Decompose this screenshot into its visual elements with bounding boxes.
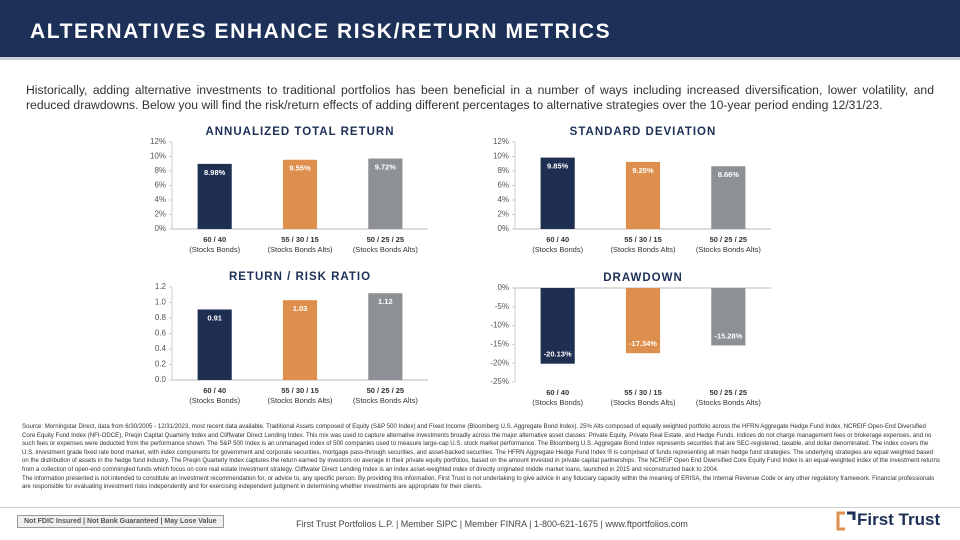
y-tick-label: 0.0 <box>155 375 167 384</box>
bar <box>540 288 575 364</box>
bar <box>368 293 403 380</box>
bar <box>540 157 575 229</box>
value-label: 9.72% <box>375 163 397 172</box>
x-tick-label: (Stocks Bonds Alts) <box>353 245 419 254</box>
x-tick-label: 50 / 25 / 25 <box>367 386 405 395</box>
logo-text: First Trust <box>857 510 941 529</box>
y-tick-label: 10% <box>150 152 166 161</box>
footer-text: First Trust Portfolios L.P. | Member SIP… <box>296 519 688 529</box>
bar <box>625 288 661 354</box>
y-tick-label: 0% <box>154 224 166 233</box>
disclaimer: The information presented is not intende… <box>22 474 935 491</box>
y-tick-label: -20% <box>490 358 509 367</box>
header-bar: ALTERNATIVES ENHANCE RISK/RETURN METRICS <box>0 0 960 60</box>
x-tick-label: 50 / 25 / 25 <box>710 235 748 244</box>
bar <box>711 288 746 346</box>
y-tick-label: 0.4 <box>155 344 167 353</box>
x-tick-label: 50 / 25 / 25 <box>710 388 748 397</box>
fdic-badge: Not FDIC Insured | Not Bank Guaranteed |… <box>17 515 224 528</box>
source-note: Source: Morningstar Direct, data from 6/… <box>22 423 940 473</box>
x-tick-label: (Stocks Bonds) <box>532 245 583 254</box>
value-label: -20.13% <box>544 350 572 359</box>
chart-title: RETURN / RISK RATIO <box>229 271 371 283</box>
x-tick-label: 60 / 40 <box>203 235 226 244</box>
value-label: 1.03 <box>293 304 308 313</box>
y-tick-label: 2% <box>154 210 166 219</box>
value-label: 0.91 <box>207 313 222 322</box>
y-tick-label: 4% <box>154 195 166 204</box>
y-tick-label: 1.0 <box>155 298 167 307</box>
y-tick-label: 0% <box>497 283 509 292</box>
y-tick-label: 1.2 <box>155 282 167 291</box>
value-label: 9.55% <box>289 164 311 173</box>
x-tick-label: (Stocks Bonds Alts) <box>610 398 676 407</box>
bar <box>711 166 746 229</box>
y-tick-label: -5% <box>495 302 509 311</box>
bar <box>282 159 318 229</box>
value-label: -15.28% <box>714 331 742 340</box>
logo-icon <box>836 511 856 531</box>
chart-title: STANDARD DEVIATION <box>570 126 717 138</box>
x-tick-label: 60 / 40 <box>203 386 226 395</box>
y-tick-label: 0.2 <box>155 360 167 369</box>
y-tick-label: 0% <box>497 224 509 233</box>
y-tick-label: 4% <box>497 195 509 204</box>
y-tick-label: 12% <box>150 137 166 146</box>
value-label: 9.25% <box>632 166 654 175</box>
x-tick-label: (Stocks Bonds) <box>189 396 240 405</box>
x-tick-label: 55 / 30 / 15 <box>624 388 662 397</box>
header-title: ALTERNATIVES ENHANCE RISK/RETURN METRICS <box>30 20 612 43</box>
x-tick-label: (Stocks Bonds) <box>532 398 583 407</box>
x-tick-label: 60 / 40 <box>546 235 569 244</box>
value-label: 8.98% <box>204 168 226 177</box>
value-label: 9.85% <box>547 162 569 171</box>
y-tick-label: 6% <box>154 181 166 190</box>
x-tick-label: 55 / 30 / 15 <box>281 386 319 395</box>
y-tick-label: 8% <box>154 166 166 175</box>
x-tick-label: (Stocks Bonds) <box>189 245 240 254</box>
footnotes: Source: Morningstar Direct, data from 6/… <box>22 423 940 492</box>
y-tick-label: 6% <box>497 181 509 190</box>
bar <box>282 300 318 380</box>
x-tick-label: (Stocks Bonds Alts) <box>267 245 333 254</box>
x-tick-label: 50 / 25 / 25 <box>367 235 405 244</box>
x-tick-label: 55 / 30 / 15 <box>624 235 662 244</box>
y-tick-label: 8% <box>497 166 509 175</box>
x-tick-label: (Stocks Bonds Alts) <box>696 245 762 254</box>
y-tick-label: 0.6 <box>155 329 167 338</box>
y-tick-label: 0.8 <box>155 313 167 322</box>
x-tick-label: 60 / 40 <box>546 388 569 397</box>
chart-title: DRAWDOWN <box>603 272 683 284</box>
footer-rule <box>0 507 960 508</box>
bar <box>625 161 661 229</box>
y-tick-label: 2% <box>497 210 509 219</box>
x-tick-label: (Stocks Bonds Alts) <box>353 396 419 405</box>
x-tick-label: 55 / 30 / 15 <box>281 235 319 244</box>
chart-title: ANNUALIZED TOTAL RETURN <box>205 126 394 138</box>
x-tick-label: (Stocks Bonds Alts) <box>696 398 762 407</box>
value-label: -17.34% <box>629 339 657 348</box>
x-tick-label: (Stocks Bonds Alts) <box>267 396 333 405</box>
x-tick-label: (Stocks Bonds Alts) <box>610 245 676 254</box>
intro-text: Historically, adding alternative investm… <box>26 83 934 112</box>
y-tick-label: -10% <box>490 321 509 330</box>
value-label: 1.12 <box>378 297 393 306</box>
y-tick-label: 10% <box>493 152 509 161</box>
y-tick-label: -15% <box>490 340 509 349</box>
bar <box>197 309 232 380</box>
bar <box>368 158 403 229</box>
bar <box>197 163 232 229</box>
value-label: 8.66% <box>718 170 740 179</box>
y-tick-label: 12% <box>493 137 509 146</box>
y-tick-label: -25% <box>490 377 509 386</box>
